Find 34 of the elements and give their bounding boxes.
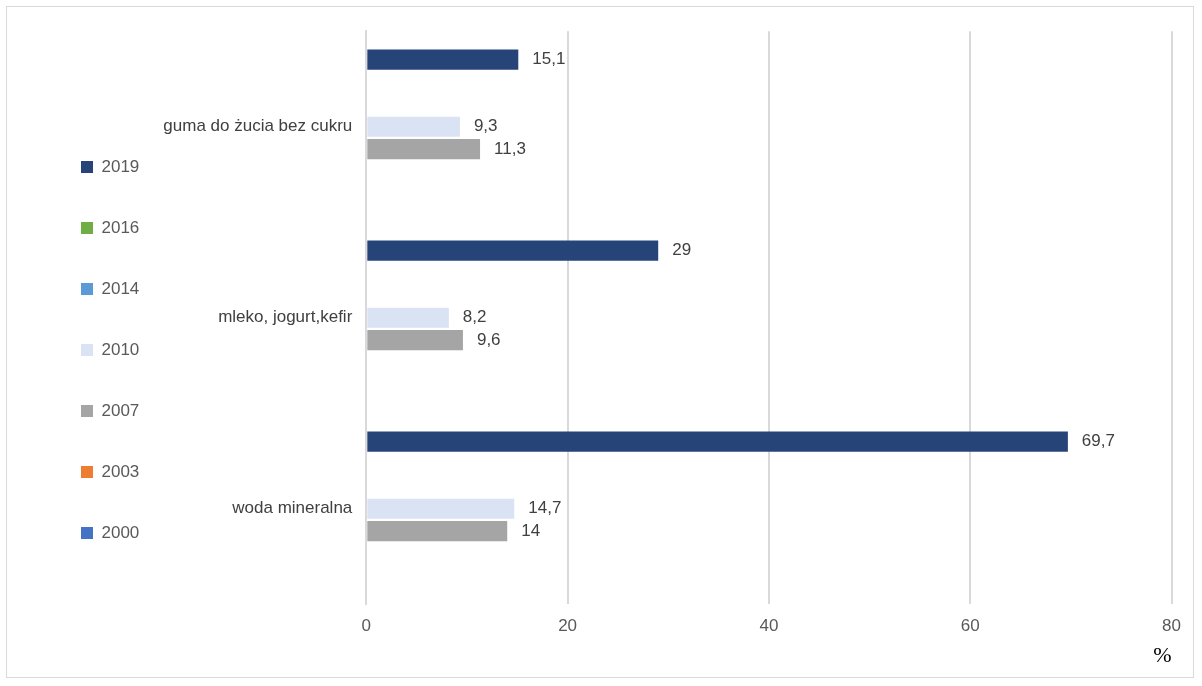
- legend-label: 2010: [101, 339, 140, 359]
- data-label: 9,3: [473, 116, 498, 136]
- y-tick-label: mleko, jogurt,kefir: [218, 307, 353, 327]
- x-axis-title: %: [1153, 641, 1172, 667]
- data-label: 29: [672, 240, 692, 260]
- legend-label: 2019: [101, 156, 140, 176]
- bar: [367, 240, 659, 261]
- legend-label: 2003: [101, 461, 140, 481]
- data-label: 11,3: [494, 138, 526, 158]
- x-tick-label: 60: [960, 616, 980, 636]
- bar: [367, 330, 463, 351]
- data-label: 14,7: [528, 498, 562, 518]
- x-tick-label: 20: [558, 616, 578, 636]
- legend-label: 2016: [101, 217, 140, 237]
- bar: [367, 139, 481, 160]
- x-tick-label: 40: [759, 616, 779, 636]
- y-tick-label: guma do żucia bez cukru: [163, 116, 353, 136]
- bar: [367, 307, 449, 328]
- data-label: 15,1: [532, 49, 566, 69]
- data-label: 8,2: [462, 307, 487, 327]
- data-label: 69,7: [1081, 431, 1115, 451]
- x-tick-label: 0: [361, 616, 372, 636]
- bar: [367, 521, 508, 542]
- y-tick-label: woda mineralna: [231, 498, 353, 518]
- bar: [367, 431, 1068, 452]
- data-label: 9,6: [476, 329, 501, 349]
- bar: [367, 498, 515, 519]
- bar: [367, 49, 519, 70]
- legend-label: 2014: [101, 278, 140, 298]
- bar: [367, 116, 460, 137]
- legend-label: 2000: [101, 522, 140, 542]
- legend-label: 2007: [101, 400, 140, 420]
- data-label: 14: [521, 520, 541, 540]
- x-tick-label: 80: [1162, 616, 1182, 636]
